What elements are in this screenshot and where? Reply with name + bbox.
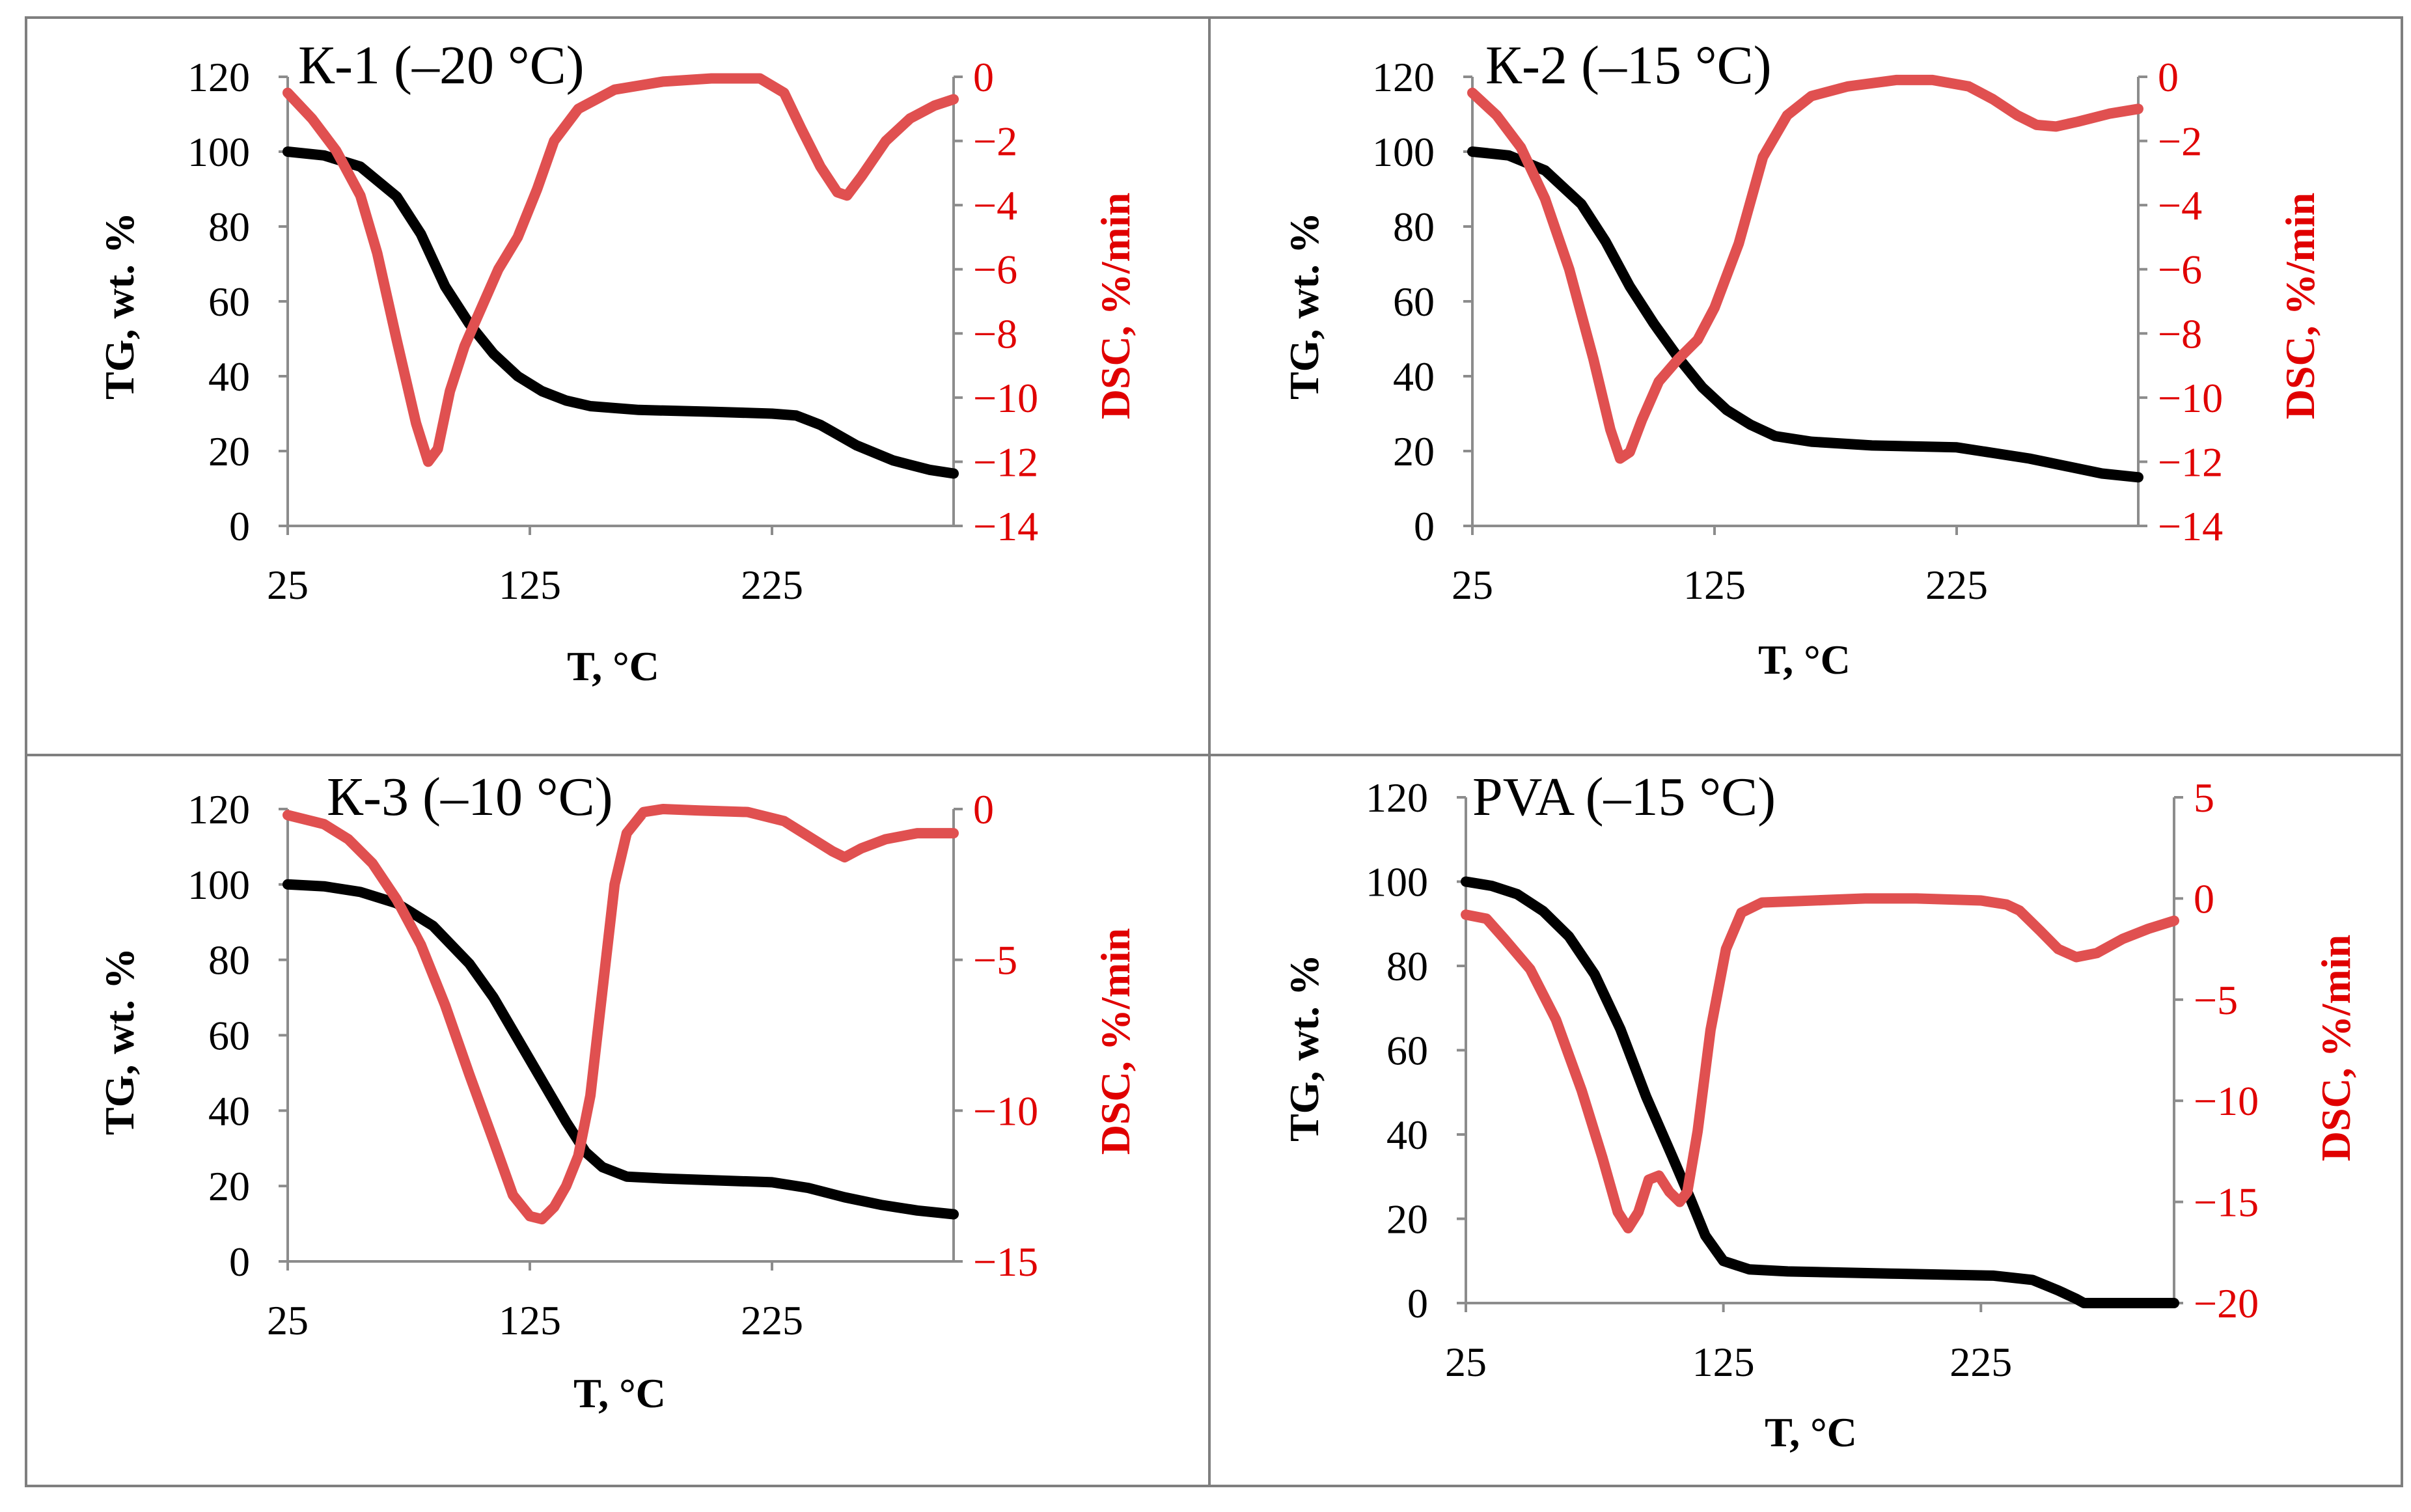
- panel-title: К-1 (–20 °C): [298, 35, 585, 96]
- tg-series-line: [282, 146, 959, 479]
- right-y-tick-label: −12: [2158, 439, 2223, 485]
- tg-series-line: [1461, 876, 2179, 1308]
- right-y-axis-title: DSC, %/min: [1092, 928, 1138, 1155]
- left-y-tick-label: 120: [1372, 54, 1435, 100]
- left-y-tick-label: 0: [229, 503, 250, 549]
- figure-frame: [25, 16, 2403, 1487]
- x-tick-label: 25: [1445, 1339, 1487, 1385]
- x-tick-label: 25: [1452, 562, 1493, 608]
- chart-panel-2: 0 20 40 60 80 100 120 0 −2 −4 −6 −8 −10 −12 −14 25 125 22…: [1281, 35, 2323, 683]
- chart-panel-4: 0 20 40 60 80 100 120 5 0 −5 −10 −15 −20 25 125 225 T, °…: [1281, 767, 2359, 1455]
- dsc-series-line: [282, 73, 959, 467]
- left-y-tick-label: 80: [208, 204, 250, 250]
- x-tick-label: 225: [741, 562, 803, 608]
- x-tick-label: 225: [741, 1297, 803, 1343]
- right-y-tick-label: 0: [973, 54, 994, 100]
- left-y-axis-title: TG, wt. %: [1281, 954, 1327, 1142]
- left-y-tick-label: 0: [229, 1239, 250, 1285]
- right-y-tick-label: 0: [973, 786, 994, 832]
- x-tick-label: 25: [267, 1297, 309, 1343]
- x-axis-title: T, °C: [1758, 637, 1851, 683]
- left-y-tick-label: 40: [1386, 1112, 1428, 1158]
- x-tick-label: 125: [1683, 562, 1746, 608]
- right-y-tick-label: −20: [2194, 1280, 2259, 1326]
- right-y-tick-label: 0: [2194, 875, 2214, 922]
- left-y-tick-label: 40: [1393, 353, 1435, 400]
- right-y-tick-label: −8: [973, 310, 1017, 357]
- chart-panel-1: 0 20 40 60 80 100 120 0 −2 −4 −6 −8 −10 −12 −14 25 125 22…: [96, 35, 1138, 689]
- x-axis-title: T, °C: [1765, 1409, 1857, 1455]
- x-axis-title: T, °C: [567, 643, 659, 689]
- right-y-tick-label: 5: [2194, 775, 2214, 821]
- chart-panel-3: 0 20 40 60 80 100 120 0 −5 −10 −15 25 125 225 T, °C TG,…: [96, 767, 1138, 1416]
- right-y-tick-label: −6: [2158, 247, 2202, 293]
- left-y-tick-label: 60: [1386, 1028, 1428, 1074]
- left-y-tick-label: 60: [1393, 279, 1435, 325]
- left-y-axis-title: TG, wt. %: [96, 948, 143, 1135]
- left-y-axis-title: TG, wt. %: [1281, 212, 1327, 400]
- left-y-tick-label: 120: [1366, 775, 1428, 821]
- left-y-tick-label: 20: [1386, 1196, 1428, 1243]
- dsc-series-line: [282, 804, 959, 1225]
- right-y-tick-label: 0: [2158, 54, 2179, 100]
- dsc-series-line: [1467, 74, 2143, 464]
- right-y-tick-label: −10: [973, 375, 1038, 421]
- x-tick-label: 225: [1949, 1339, 2012, 1385]
- left-y-tick-label: 80: [1386, 943, 1428, 989]
- left-y-tick-label: 20: [208, 428, 250, 474]
- panel-title: К-3 (–10 °C): [327, 767, 613, 827]
- dsc-series-line: [1461, 893, 2179, 1233]
- left-y-tick-label: 80: [208, 937, 250, 983]
- x-axis-title: T, °C: [573, 1370, 666, 1416]
- right-y-tick-label: −4: [2158, 182, 2202, 228]
- left-y-tick-label: 60: [208, 279, 250, 325]
- left-y-tick-label: 0: [1407, 1280, 1428, 1326]
- right-y-tick-label: −6: [973, 247, 1017, 293]
- right-y-tick-label: −2: [2158, 118, 2202, 165]
- x-tick-label: 125: [499, 1297, 561, 1343]
- right-y-tick-label: −5: [2194, 977, 2238, 1023]
- x-tick-label: 125: [499, 562, 561, 608]
- left-y-tick-label: 0: [1414, 503, 1435, 549]
- right-y-tick-label: −2: [973, 118, 1017, 165]
- left-y-tick-label: 120: [187, 786, 250, 832]
- left-y-tick-label: 80: [1393, 204, 1435, 250]
- left-y-tick-label: 20: [208, 1163, 250, 1209]
- left-y-tick-label: 20: [1393, 428, 1435, 474]
- x-tick-label: 125: [1692, 1339, 1755, 1385]
- right-y-axis-title: DSC, %/min: [2313, 935, 2359, 1162]
- right-y-tick-label: −10: [973, 1088, 1038, 1134]
- right-y-tick-label: −14: [2158, 503, 2223, 549]
- x-tick-label: 225: [1925, 562, 1988, 608]
- left-y-axis-title: TG, wt. %: [96, 212, 143, 400]
- right-y-tick-label: −15: [973, 1239, 1038, 1285]
- left-y-tick-label: 100: [187, 129, 250, 175]
- panel-title: К-2 (–15 °C): [1485, 35, 1772, 96]
- right-y-tick-label: −14: [973, 503, 1038, 549]
- left-y-tick-label: 100: [1366, 859, 1428, 905]
- left-y-tick-label: 40: [208, 353, 250, 400]
- right-y-tick-label: −15: [2194, 1179, 2259, 1226]
- left-y-tick-label: 60: [208, 1013, 250, 1059]
- left-y-tick-label: 100: [1372, 129, 1435, 175]
- right-y-tick-label: −12: [973, 439, 1038, 485]
- panel-title: PVA (–15 °C): [1472, 767, 1776, 827]
- right-y-tick-label: −10: [2194, 1078, 2259, 1124]
- right-y-axis-title: DSC, %/min: [2277, 193, 2323, 420]
- right-y-tick-label: −10: [2158, 375, 2223, 421]
- left-y-tick-label: 40: [208, 1088, 250, 1134]
- right-y-tick-label: −4: [973, 182, 1017, 228]
- left-y-tick-label: 100: [187, 862, 250, 908]
- left-y-tick-label: 120: [187, 54, 250, 100]
- right-y-tick-label: −5: [973, 937, 1017, 983]
- right-y-tick-label: −8: [2158, 310, 2202, 357]
- tg-series-line: [282, 879, 959, 1220]
- right-y-axis-title: DSC, %/min: [1092, 193, 1138, 420]
- tg-series-line: [1467, 146, 2143, 483]
- x-tick-label: 25: [267, 562, 309, 608]
